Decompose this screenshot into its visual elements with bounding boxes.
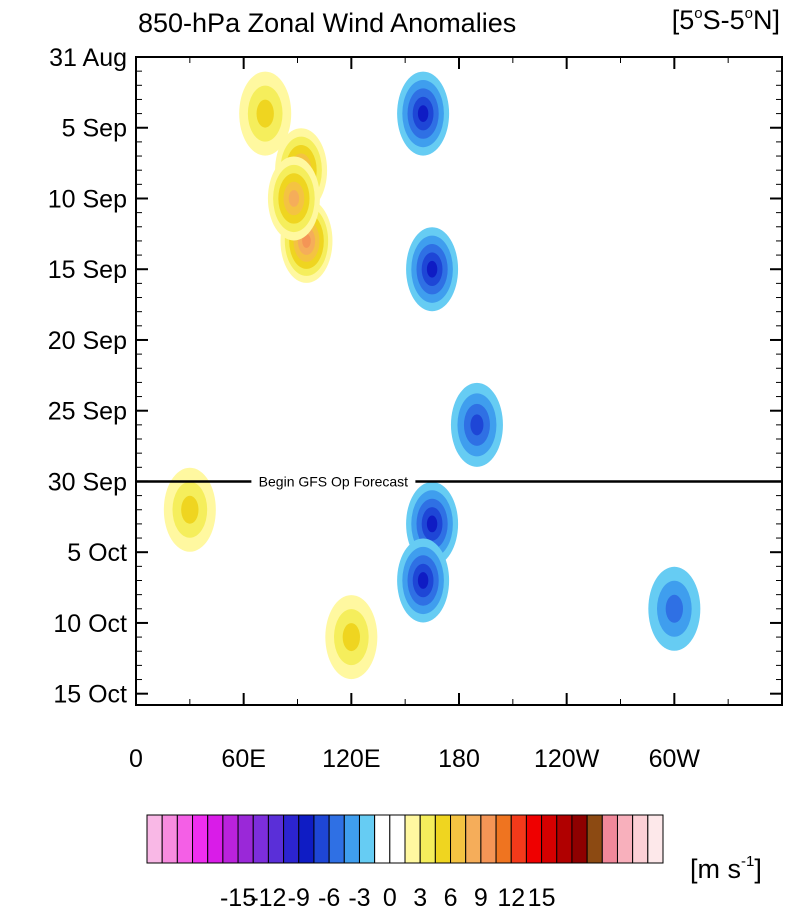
anomaly-blobs: [163, 71, 701, 680]
anomaly-blob-11-level-3: [665, 594, 683, 623]
y-tick-label: 30 Sep: [48, 468, 127, 496]
colorbar-swatch: [556, 814, 573, 864]
colorbar-swatch: [313, 814, 330, 864]
colorbar-swatch: [192, 814, 209, 864]
colorbar-swatch: [237, 814, 254, 864]
colorbar-tick-label: -3: [348, 884, 370, 912]
colorbar-swatch: [525, 814, 543, 864]
colorbar-swatch: [389, 814, 406, 864]
x-tick-label: 120W: [534, 745, 600, 773]
colorbar-swatch: [161, 814, 178, 864]
anomaly-blob-8-level-5: [417, 572, 429, 589]
colorbar-swatch: [434, 814, 452, 864]
colorbar-swatch: [510, 814, 527, 864]
x-tick-label: 60E: [221, 745, 265, 773]
y-tick-label: 5 Oct: [67, 539, 127, 567]
anomaly-blob-4-level-5: [417, 105, 429, 122]
colorbar-swatch: [480, 814, 497, 864]
x-tick-label: 0: [129, 745, 143, 773]
colorbar-swatch: [541, 814, 558, 864]
colorbar-tick-label: -9: [288, 884, 310, 912]
colorbar-swatch: [586, 814, 603, 864]
colorbar-swatch: [267, 814, 285, 864]
anomaly-blob-10-level-3: [342, 623, 361, 652]
colorbar-tick-label: -6: [318, 884, 340, 912]
colorbar-swatch: [358, 814, 376, 864]
colorbar-unit-label: [m s-1]: [690, 853, 762, 884]
colorbar-tick-label: -15: [220, 884, 256, 912]
y-tick-label: 25 Sep: [48, 398, 127, 426]
colorbar-swatch: [419, 814, 436, 864]
colorbar-tick-label: 6: [444, 884, 458, 912]
colorbar-swatch: [465, 814, 482, 864]
colorbar-swatch: [252, 814, 269, 864]
colorbar-swatch: [495, 814, 512, 864]
colorbar-swatch: [571, 814, 588, 864]
colorbar-swatch: [632, 814, 649, 864]
colorbar-swatch: [601, 814, 618, 864]
colorbar-tick-label: -12: [250, 884, 286, 912]
colorbar-swatch: [343, 814, 360, 864]
anomaly-blob-9-level-3: [181, 495, 199, 524]
anomaly-blob-1-level-6: [302, 233, 311, 248]
x-tick-label: 60W: [649, 745, 701, 773]
colorbar-swatch: [328, 814, 345, 864]
colorbar-tick-label: 15: [528, 884, 556, 912]
colorbar: -15-12 -9 -6 -3 0 3 6 9 12 15: [146, 814, 664, 912]
anomaly-blob-2-level-5: [288, 190, 300, 207]
colorbar-tick-label: 0: [383, 884, 397, 912]
anomaly-blob-5-level-5: [426, 260, 438, 278]
region-label: [5oS-5oN]: [672, 5, 780, 35]
y-tick-label: 10 Sep: [48, 185, 127, 213]
colorbar-swatch: [146, 814, 163, 864]
colorbar-tick-label: 3: [413, 884, 427, 912]
colorbar-swatch: [207, 814, 224, 864]
x-tick-label: 120E: [322, 745, 380, 773]
colorbar-tick-label: 12: [497, 884, 525, 912]
anomaly-blob-7-level-5: [426, 515, 438, 533]
colorbar-swatch: [222, 814, 239, 864]
anomaly-field: Begin GFS Op Forecast: [136, 57, 782, 705]
forecast-label: Begin GFS Op Forecast: [259, 473, 409, 489]
colorbar-swatch: [176, 814, 194, 864]
y-tick-label: 20 Sep: [48, 327, 127, 355]
anomaly-blob-6-level-4: [470, 414, 484, 436]
colorbar-swatch: [374, 814, 391, 864]
forecast-label-background: [251, 473, 416, 490]
colorbar-tick-label: 9: [474, 884, 488, 912]
colorbar-swatch: [616, 814, 634, 864]
x-tick-label: 180: [438, 745, 480, 773]
colorbar-swatch: [283, 814, 300, 864]
anomaly-blob-3-level-3: [256, 99, 274, 128]
forecast-line-group: Begin GFS Op Forecast: [136, 473, 782, 490]
y-tick-label: 31 Aug: [49, 44, 127, 72]
axis-ticks: 31 Aug 5 Sep 10 Sep 15 Sep 20 Sep 25 Sep 30 Se…: [48, 44, 782, 773]
chart-title: 850-hPa Zonal Wind Anomalies: [138, 8, 516, 38]
y-tick-label: 10 Oct: [53, 610, 127, 638]
colorbar-swatch: [404, 814, 421, 864]
y-tick-label: 5 Sep: [62, 115, 127, 143]
colorbar-swatch: [647, 814, 664, 864]
y-tick-label: 15 Oct: [53, 681, 127, 709]
colorbar-swatch: [450, 814, 467, 864]
y-tick-label: 15 Sep: [48, 256, 127, 284]
colorbar-swatch: [298, 814, 315, 864]
